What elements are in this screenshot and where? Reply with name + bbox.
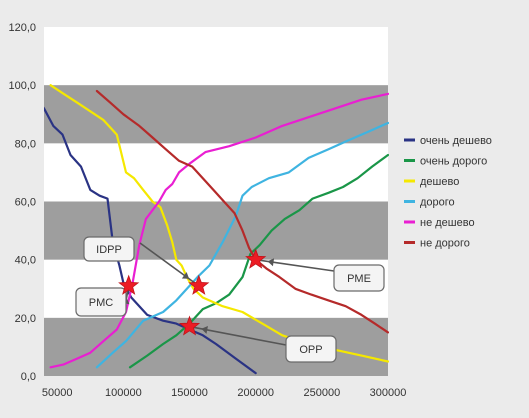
legend: очень дешево очень дорого дешево дорого не д…: [404, 135, 492, 250]
callout-box: [285, 335, 337, 363]
intersection-star: [178, 315, 201, 336]
y-tick-label: 20,0: [15, 313, 36, 325]
legend-label: не дорого: [420, 238, 470, 250]
y-tick-label: 100,0: [8, 80, 36, 92]
y-tick-label: 80,0: [15, 138, 36, 150]
callout-label: IDPP: [96, 244, 122, 256]
callout-box: [83, 236, 135, 262]
y-tick-label: 40,0: [15, 255, 36, 267]
series-line-0: [44, 106, 257, 375]
intersection-stars: [118, 248, 267, 336]
legend-label: дешево: [420, 176, 459, 188]
callout-box: [333, 264, 385, 292]
series-line-3: [95, 121, 389, 369]
callout-label: OPP: [299, 344, 322, 356]
series-line-5: [95, 89, 389, 334]
x-tick-label: 50000: [42, 387, 73, 399]
legend-label: дорого: [420, 197, 455, 209]
y-tick-label: 60,0: [15, 197, 36, 209]
x-tick-label: 100000: [105, 387, 142, 399]
y-tick-label: 0,0: [21, 371, 36, 383]
series-line-2: [49, 84, 389, 363]
legend-label: очень дорого: [420, 156, 487, 168]
x-tick-label: 150000: [171, 387, 208, 399]
callout-arrowhead: [267, 258, 275, 267]
callout-arrowhead: [181, 272, 190, 279]
y-tick-label: 120,0: [8, 22, 36, 34]
series-line-1: [128, 153, 389, 369]
callout-arrowhead: [201, 326, 208, 334]
intersection-star: [118, 274, 140, 295]
intersection-star: [245, 248, 267, 269]
x-tick-label: 250000: [303, 387, 340, 399]
x-tick-label: 300000: [370, 387, 407, 399]
callout-box: [75, 287, 127, 317]
series-line-4: [49, 92, 389, 369]
callout-label: PMC: [89, 297, 114, 309]
legend-label: не дешево: [420, 217, 475, 229]
x-axis-ticks: 50000 100000 150000 200000 250000 300000: [42, 387, 406, 399]
intersection-star: [188, 274, 210, 295]
callout-label: PME: [347, 273, 371, 285]
plot-background: [44, 27, 388, 376]
legend-label: очень дешево: [420, 135, 492, 147]
callouts: IDPP PMC PME OPP: [75, 236, 385, 363]
x-tick-label: 200000: [237, 387, 274, 399]
series-lines: [44, 84, 389, 375]
y-axis-ticks: 0,0 20,0 40,0 60,0 80,0 100,0 120,0: [8, 22, 36, 383]
